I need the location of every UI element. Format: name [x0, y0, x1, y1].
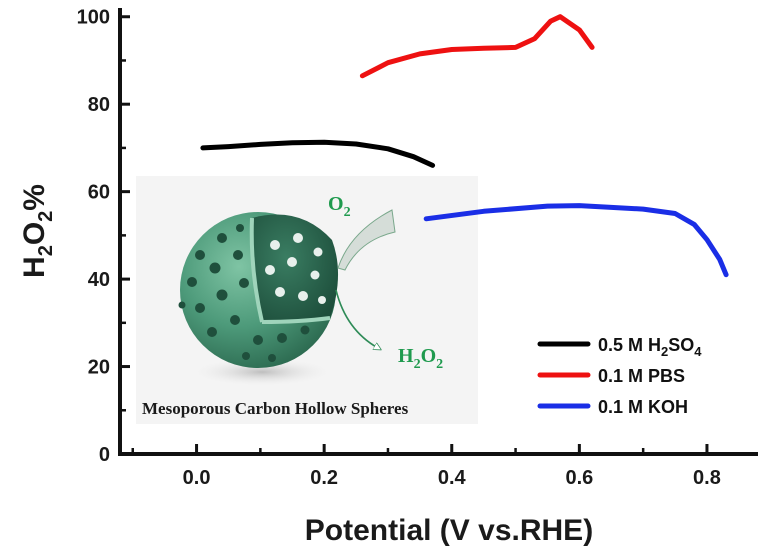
x-tick-label: 0.0 [183, 467, 211, 489]
h2o2-arrow [335, 289, 378, 348]
legend-label-2: 0.1 M PBS [598, 366, 685, 386]
series-line-2 [359, 14, 595, 79]
x-axis-title: Potential (V vs.RHE) [305, 514, 593, 547]
series-line-1 [200, 139, 436, 168]
series-lines [200, 14, 729, 278]
y-tick-label: 100 [77, 7, 110, 29]
inset-caption: Mesoporous Carbon Hollow Spheres [142, 399, 409, 418]
x-tick-label: 0.8 [693, 467, 721, 489]
y-tick-label: 20 [88, 357, 110, 379]
h2o2-label: H2O2 [398, 345, 443, 372]
inset-illustration: O2 H2O2 Mesoporous Carbon Hollow Spheres [136, 176, 478, 424]
y-axis-title: H2O2% [18, 184, 57, 278]
y-tick-label: 60 [88, 182, 110, 204]
sphere-shadow [182, 356, 342, 388]
o2-arrow [337, 209, 396, 271]
x-tick-label: 0.6 [565, 467, 593, 489]
o2-label: O2 [328, 193, 351, 220]
sphere [178, 212, 339, 368]
legend-label-1: 0.5 M H2SO4 [598, 335, 702, 359]
y-tick-label: 80 [88, 94, 110, 116]
x-tick-label: 0.2 [310, 467, 338, 489]
legend: 0.5 M H2SO4 0.1 M PBS 0.1 M KOH [537, 335, 702, 417]
axes: 0.0 0.2 0.4 0.6 0.8 0 20 40 60 80 100 Potential (V … [18, 7, 758, 547]
y-tick-label: 0 [99, 444, 110, 466]
series-line-3 [423, 203, 729, 278]
x-tick-label: 0.4 [438, 467, 467, 489]
y-tick-label: 40 [88, 269, 110, 291]
legend-label-3: 0.1 M KOH [598, 397, 688, 417]
